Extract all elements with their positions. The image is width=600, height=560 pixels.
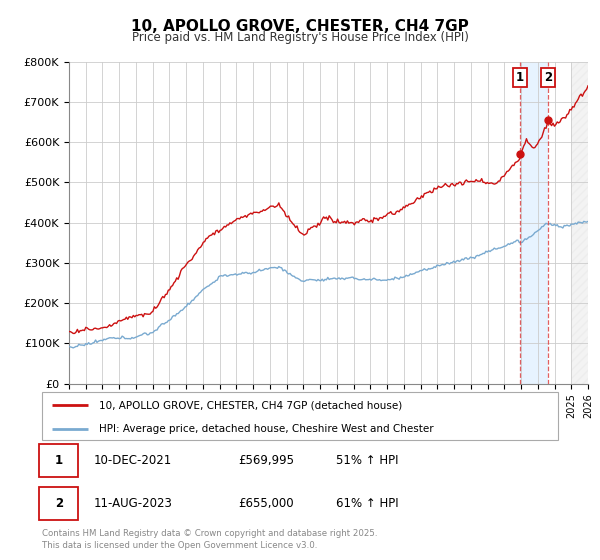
Text: 11-AUG-2023: 11-AUG-2023 — [94, 497, 172, 510]
FancyBboxPatch shape — [42, 392, 558, 440]
Text: 2: 2 — [55, 497, 63, 510]
Bar — [571, 62, 588, 384]
Text: 1: 1 — [516, 71, 524, 84]
Text: HPI: Average price, detached house, Cheshire West and Chester: HPI: Average price, detached house, Ches… — [99, 424, 433, 434]
Text: 51% ↑ HPI: 51% ↑ HPI — [336, 454, 398, 467]
Text: 2: 2 — [544, 71, 552, 84]
Text: £655,000: £655,000 — [238, 497, 294, 510]
Text: 10, APOLLO GROVE, CHESTER, CH4 7GP (detached house): 10, APOLLO GROVE, CHESTER, CH4 7GP (deta… — [99, 400, 402, 410]
Text: Contains HM Land Registry data © Crown copyright and database right 2025.
This d: Contains HM Land Registry data © Crown c… — [42, 529, 377, 550]
Text: Price paid vs. HM Land Registry's House Price Index (HPI): Price paid vs. HM Land Registry's House … — [131, 31, 469, 44]
Bar — [520, 62, 548, 384]
Text: 10-DEC-2021: 10-DEC-2021 — [94, 454, 172, 467]
Text: £569,995: £569,995 — [238, 454, 294, 467]
FancyBboxPatch shape — [40, 444, 78, 477]
FancyBboxPatch shape — [40, 487, 78, 520]
Text: 1: 1 — [55, 454, 63, 467]
Text: 10, APOLLO GROVE, CHESTER, CH4 7GP: 10, APOLLO GROVE, CHESTER, CH4 7GP — [131, 19, 469, 34]
Text: 61% ↑ HPI: 61% ↑ HPI — [336, 497, 399, 510]
